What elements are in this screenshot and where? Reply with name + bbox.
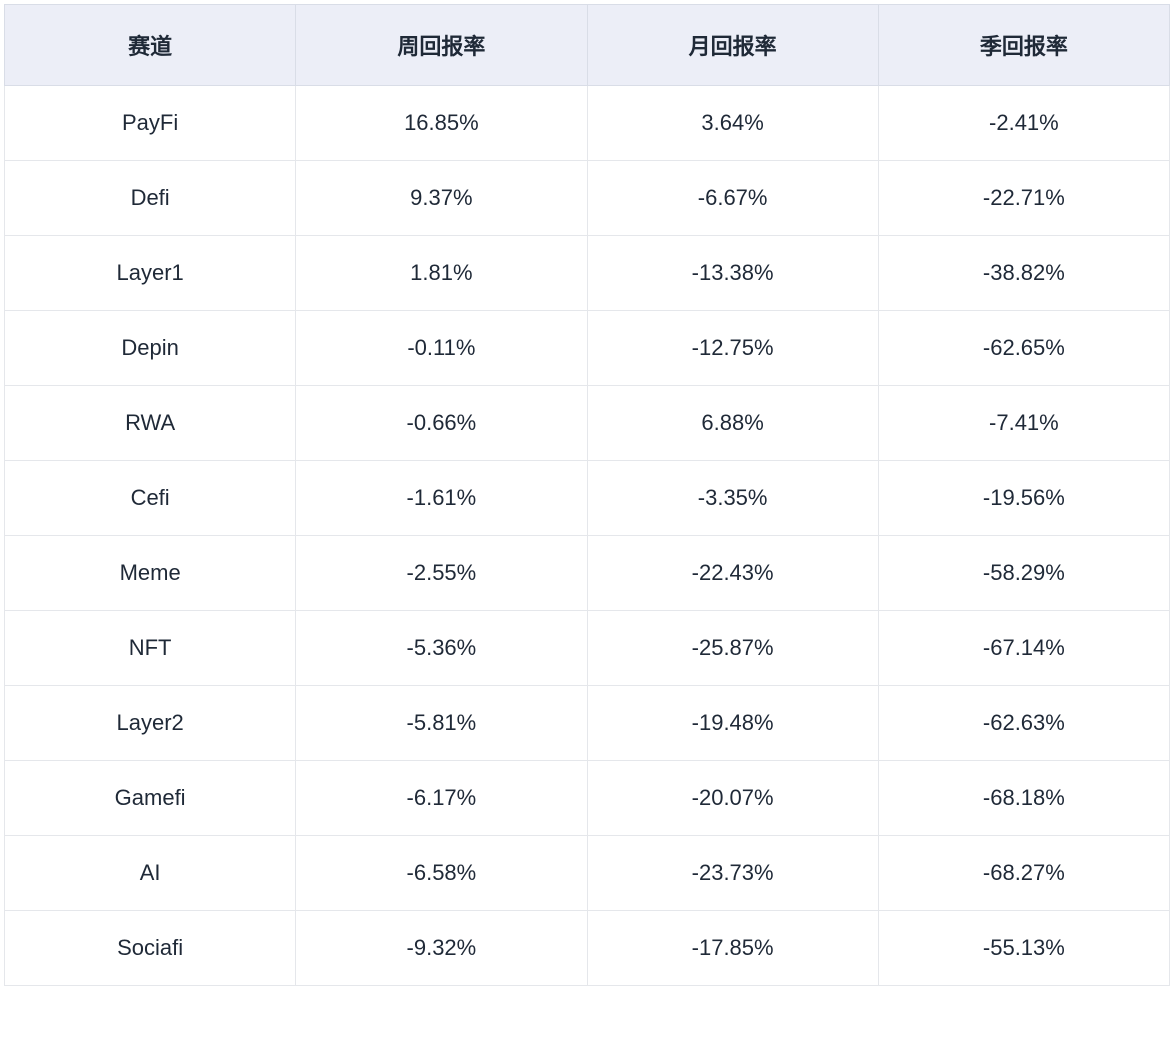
cell-track: Cefi — [5, 461, 296, 536]
cell-weekly: -1.61% — [296, 461, 587, 536]
cell-track: Sociafi — [5, 911, 296, 986]
cell-quarterly: -62.65% — [878, 311, 1169, 386]
table-row: Layer2 -5.81% -19.48% -62.63% — [5, 686, 1170, 761]
cell-monthly: -19.48% — [587, 686, 878, 761]
cell-monthly: 3.64% — [587, 86, 878, 161]
table-row: Defi 9.37% -6.67% -22.71% — [5, 161, 1170, 236]
cell-monthly: -23.73% — [587, 836, 878, 911]
cell-quarterly: -62.63% — [878, 686, 1169, 761]
cell-quarterly: -58.29% — [878, 536, 1169, 611]
cell-weekly: -5.36% — [296, 611, 587, 686]
column-header-track: 赛道 — [5, 5, 296, 86]
cell-monthly: -3.35% — [587, 461, 878, 536]
cell-track: Gamefi — [5, 761, 296, 836]
table-row: Gamefi -6.17% -20.07% -68.18% — [5, 761, 1170, 836]
cell-monthly: -13.38% — [587, 236, 878, 311]
cell-quarterly: -38.82% — [878, 236, 1169, 311]
cell-weekly: -6.58% — [296, 836, 587, 911]
table-row: Depin -0.11% -12.75% -62.65% — [5, 311, 1170, 386]
cell-quarterly: -68.27% — [878, 836, 1169, 911]
cell-track: Defi — [5, 161, 296, 236]
cell-monthly: -22.43% — [587, 536, 878, 611]
cell-monthly: 6.88% — [587, 386, 878, 461]
table-row: Sociafi -9.32% -17.85% -55.13% — [5, 911, 1170, 986]
table-row: AI -6.58% -23.73% -68.27% — [5, 836, 1170, 911]
cell-weekly: -5.81% — [296, 686, 587, 761]
cell-quarterly: -22.71% — [878, 161, 1169, 236]
cell-monthly: -25.87% — [587, 611, 878, 686]
table-row: PayFi 16.85% 3.64% -2.41% — [5, 86, 1170, 161]
column-header-monthly: 月回报率 — [587, 5, 878, 86]
cell-monthly: -20.07% — [587, 761, 878, 836]
cell-quarterly: -68.18% — [878, 761, 1169, 836]
cell-track: PayFi — [5, 86, 296, 161]
cell-weekly: -0.66% — [296, 386, 587, 461]
cell-weekly: -0.11% — [296, 311, 587, 386]
cell-weekly: -9.32% — [296, 911, 587, 986]
table-header: 赛道 周回报率 月回报率 季回报率 — [5, 5, 1170, 86]
cell-weekly: 9.37% — [296, 161, 587, 236]
table-row: NFT -5.36% -25.87% -67.14% — [5, 611, 1170, 686]
cell-quarterly: -67.14% — [878, 611, 1169, 686]
column-header-quarterly: 季回报率 — [878, 5, 1169, 86]
table-body: PayFi 16.85% 3.64% -2.41% Defi 9.37% -6.… — [5, 86, 1170, 986]
cell-quarterly: -2.41% — [878, 86, 1169, 161]
cell-weekly: -6.17% — [296, 761, 587, 836]
cell-track: Depin — [5, 311, 296, 386]
cell-track: NFT — [5, 611, 296, 686]
cell-track: Layer2 — [5, 686, 296, 761]
column-header-weekly: 周回报率 — [296, 5, 587, 86]
table-row: Layer1 1.81% -13.38% -38.82% — [5, 236, 1170, 311]
cell-weekly: 16.85% — [296, 86, 587, 161]
table-row: RWA -0.66% 6.88% -7.41% — [5, 386, 1170, 461]
table-row: Meme -2.55% -22.43% -58.29% — [5, 536, 1170, 611]
cell-weekly: -2.55% — [296, 536, 587, 611]
cell-track: RWA — [5, 386, 296, 461]
cell-weekly: 1.81% — [296, 236, 587, 311]
cell-quarterly: -55.13% — [878, 911, 1169, 986]
cell-monthly: -17.85% — [587, 911, 878, 986]
table-header-row: 赛道 周回报率 月回报率 季回报率 — [5, 5, 1170, 86]
cell-track: AI — [5, 836, 296, 911]
cell-monthly: -12.75% — [587, 311, 878, 386]
returns-table: 赛道 周回报率 月回报率 季回报率 PayFi 16.85% 3.64% -2.… — [4, 4, 1170, 986]
cell-track: Layer1 — [5, 236, 296, 311]
table-row: Cefi -1.61% -3.35% -19.56% — [5, 461, 1170, 536]
cell-monthly: -6.67% — [587, 161, 878, 236]
cell-track: Meme — [5, 536, 296, 611]
cell-quarterly: -7.41% — [878, 386, 1169, 461]
cell-quarterly: -19.56% — [878, 461, 1169, 536]
